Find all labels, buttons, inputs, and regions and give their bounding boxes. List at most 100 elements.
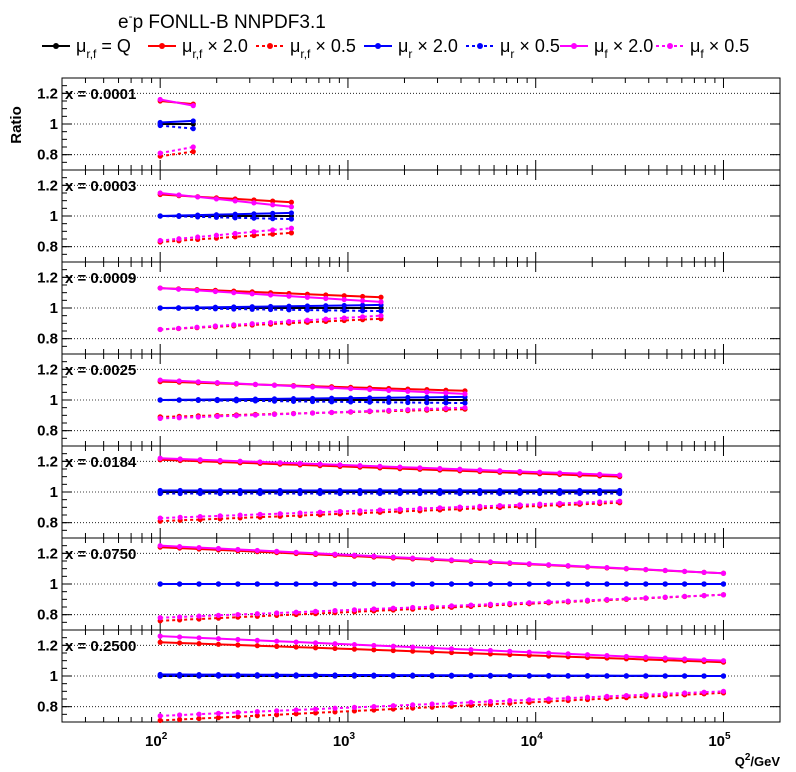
data-point-r_x05 xyxy=(371,581,377,587)
data-point-f_x2 xyxy=(351,641,358,648)
data-point-f_x2 xyxy=(701,569,707,575)
data-point-f_x2 xyxy=(565,563,571,569)
data-point-r_x05 xyxy=(177,673,183,679)
data-point-f_x05 xyxy=(194,324,200,330)
data-point-f_x05 xyxy=(312,706,319,712)
series-line-rf_x05 xyxy=(160,150,194,158)
data-point-r_x05 xyxy=(507,673,513,679)
data-point-r_x05 xyxy=(565,673,571,679)
data-point-f_x05 xyxy=(177,712,183,718)
y-tick-label: 0.8 xyxy=(37,147,58,164)
data-point-f_x2 xyxy=(417,465,423,471)
data-point-r_x05 xyxy=(194,305,200,312)
series-line-rf_x2 xyxy=(160,641,724,664)
x-axis-label-sup: 2 xyxy=(745,752,751,763)
data-point-r_x05 xyxy=(195,214,201,220)
data-point-r_x2 xyxy=(367,395,373,401)
y-tick-label: 1.2 xyxy=(37,177,58,194)
data-point-r_x05 xyxy=(290,398,297,404)
data-point-f_x2 xyxy=(371,553,377,559)
data-point-f_x05 xyxy=(290,411,297,417)
data-point-f_x05 xyxy=(341,315,347,321)
data-point-f_x05 xyxy=(462,405,468,411)
x-axis-label: Q2/GeV xyxy=(735,752,781,769)
data-point-rf_x05 xyxy=(274,712,280,718)
data-point-f_x2 xyxy=(232,198,238,204)
data-point-r_x05 xyxy=(497,490,503,497)
data-point-r_x05 xyxy=(251,215,257,221)
data-point-f_x2 xyxy=(429,645,435,651)
data-point-f_x2 xyxy=(367,386,373,393)
data-point-r_x05 xyxy=(546,673,552,679)
data-point-r_x05 xyxy=(277,490,283,497)
data-point-f_x2 xyxy=(157,455,163,461)
data-point-f_x05 xyxy=(254,709,260,715)
data-point-f_x05 xyxy=(357,508,363,514)
data-point-r_x05 xyxy=(720,673,727,679)
data-point-f_x05 xyxy=(176,415,182,421)
data-point-f_x05 xyxy=(497,503,503,509)
data-point-f_x05 xyxy=(251,229,257,235)
data-point-r_x05 xyxy=(215,673,222,679)
data-point-r_x05 xyxy=(312,673,319,679)
data-point-r_x05 xyxy=(623,673,629,679)
data-point-r_x05 xyxy=(377,490,383,497)
legend-label: μr,f = Q xyxy=(76,36,131,61)
data-point-r_x05 xyxy=(267,306,274,313)
chart-title-rest: p FONLL-B NNPDF3.1 xyxy=(133,12,326,33)
data-point-f_x05 xyxy=(233,413,239,419)
data-point-rf_x05 xyxy=(196,715,202,722)
data-point-r_x05 xyxy=(317,490,323,497)
data-point-f_x05 xyxy=(274,610,280,616)
data-point-r_x05 xyxy=(231,306,237,312)
data-point-f_x2 xyxy=(196,635,202,641)
data-point-f_x05 xyxy=(215,710,222,716)
data-point-f_x05 xyxy=(323,316,329,322)
data-point-rf_x2 xyxy=(270,198,276,204)
data-point-f_x05 xyxy=(448,700,455,706)
data-point-f_x05 xyxy=(312,608,319,614)
data-point-f_x2 xyxy=(293,549,299,555)
data-point-r_x05 xyxy=(215,581,222,587)
y-tick-label: 1 xyxy=(50,116,58,133)
data-point-r_x05 xyxy=(254,581,260,587)
chart-title-sup: - xyxy=(129,9,133,23)
data-point-f_x05 xyxy=(537,501,543,507)
data-point-f_x05 xyxy=(526,697,532,703)
data-point-f_x2 xyxy=(487,647,493,654)
data-point-f_x05 xyxy=(367,408,373,414)
data-point-f_x05 xyxy=(424,406,430,412)
data-point-f_x2 xyxy=(643,566,649,573)
data-point-f_x2 xyxy=(215,545,222,552)
data-point-r_x05 xyxy=(196,673,202,679)
series-line-r_x2 xyxy=(160,119,194,124)
data-point-r_x05 xyxy=(378,308,384,314)
data-point-rf_x05 xyxy=(293,711,299,717)
data-point-r_x05 xyxy=(390,673,396,679)
data-point-rf_x05 xyxy=(312,710,319,716)
data-point-f_x05 xyxy=(701,592,707,599)
data-point-f_x05 xyxy=(329,409,335,415)
data-point-f_x2 xyxy=(351,552,358,558)
data-point-f_x05 xyxy=(682,593,688,599)
data-point-f_x05 xyxy=(577,500,583,506)
y-tick-label: 1 xyxy=(50,392,58,409)
data-point-f_x05 xyxy=(457,504,463,510)
x-axis-label-q: Q xyxy=(735,754,745,769)
data-point-f_x2 xyxy=(597,471,603,477)
data-point-r_x2 xyxy=(288,210,295,216)
data-point-f_x05 xyxy=(157,326,163,333)
data-point-rf_x2 xyxy=(196,641,202,647)
y-tick-label: 1 xyxy=(50,668,58,685)
data-point-f_x2 xyxy=(195,379,201,385)
data-point-f_x2 xyxy=(297,460,303,466)
data-point-f_x2 xyxy=(662,655,668,661)
data-point-f_x2 xyxy=(617,472,623,478)
data-point-r_x05 xyxy=(487,581,493,587)
data-point-rf_x2 xyxy=(351,646,358,652)
data-point-r_x05 xyxy=(348,399,354,405)
panel-label: x = 0.0750 xyxy=(65,546,136,563)
data-point-f_x2 xyxy=(701,657,707,663)
data-point-f_x05 xyxy=(351,704,358,711)
data-point-f_x2 xyxy=(235,546,241,553)
